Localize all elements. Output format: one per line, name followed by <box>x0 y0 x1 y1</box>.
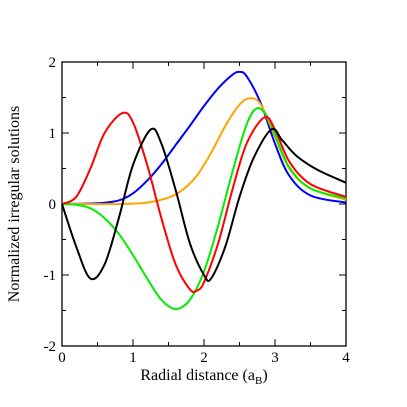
y-axis-label: Normalized irregular solutions <box>6 106 23 302</box>
series-line-2 <box>61 107 347 311</box>
series-line-1 <box>61 97 347 206</box>
y-tick-label: 2 <box>49 55 57 71</box>
tick-labels: 0 1 2 3 4 -2 -1 0 1 2 <box>44 55 351 366</box>
y-tick-label: -2 <box>44 339 57 355</box>
x-tick-label: 4 <box>342 350 350 366</box>
series-group <box>61 70 347 311</box>
x-tick-label: 2 <box>200 350 208 366</box>
y-tick-label: 0 <box>49 197 57 213</box>
axis-ticks <box>61 61 347 347</box>
x-tick-label: 1 <box>129 350 137 366</box>
x-tick-label: 3 <box>271 350 279 366</box>
y-tick-label: 1 <box>49 126 57 142</box>
series-line-3 <box>61 111 347 293</box>
x-tick-label: 0 <box>58 350 66 366</box>
y-tick-label: -1 <box>44 268 57 284</box>
series-line-0 <box>61 70 347 205</box>
series-line-4 <box>61 127 347 283</box>
x-axis-label: Radial distance (aB) <box>140 367 267 387</box>
